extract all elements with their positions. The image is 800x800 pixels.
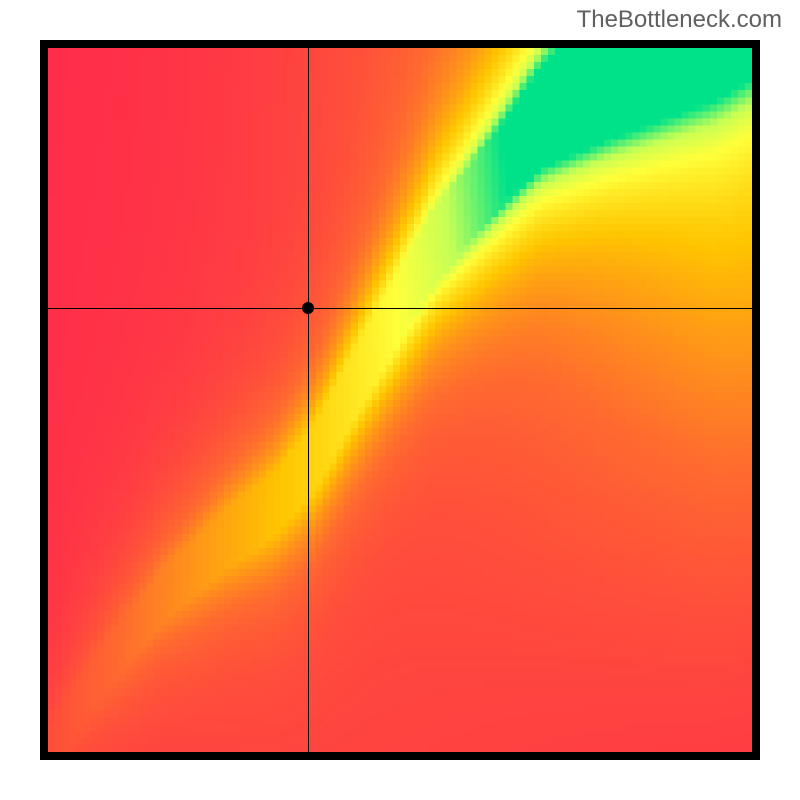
attribution-text: TheBottleneck.com (577, 6, 782, 34)
bottleneck-heatmap (48, 48, 752, 752)
crosshair-marker-dot (302, 302, 314, 314)
plot-area (48, 48, 752, 752)
crosshair-vertical-line (308, 48, 309, 752)
crosshair-horizontal-line (48, 308, 752, 309)
chart-frame (40, 40, 760, 760)
